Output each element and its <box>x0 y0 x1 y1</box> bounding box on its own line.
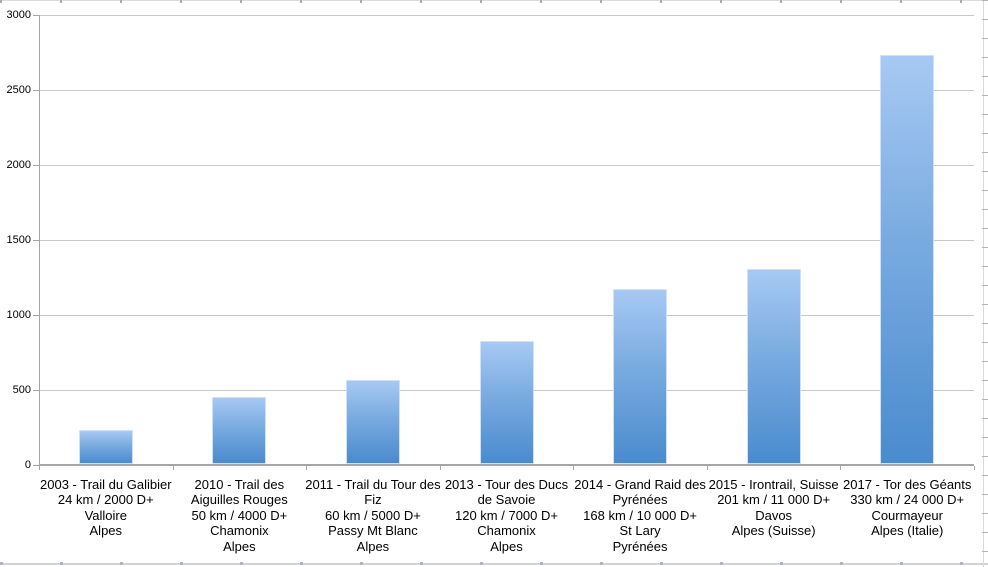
x-axis-label-line: Alpes (Italie) <box>871 523 944 539</box>
x-axis-label-line: Chamonix <box>210 523 269 539</box>
x-axis-label-line: Courmayeur <box>871 507 943 523</box>
y-axis-label: 3000 <box>6 9 31 21</box>
x-axis-label: 2011 - Trail du Tour des Fiz 60 km / 5000 … <box>288 477 458 554</box>
bar <box>479 341 534 464</box>
x-axis-label-line: 2017 - Tor des Géants <box>843 477 972 492</box>
x-axis-label: 2010 - Trail des Aiguilles Rouges 50 km / … <box>154 477 324 554</box>
x-axis-label-line: Alpes <box>490 538 523 554</box>
y-axis-label: 1000 <box>6 309 31 321</box>
bar <box>345 380 400 464</box>
x-axis-label-line: Alpes <box>89 523 123 539</box>
x-axis-tick <box>172 466 174 470</box>
y-axis-tick <box>33 165 39 166</box>
x-axis-label-line: 201 km / 11 000 D+ <box>717 492 831 508</box>
y-axis <box>39 15 40 465</box>
x-axis-label-line: Fiz <box>364 492 382 508</box>
x-axis-tick <box>840 466 842 470</box>
y-gridline <box>39 90 974 91</box>
x-axis-label-line: de Savoie <box>477 492 536 508</box>
bar <box>212 396 267 464</box>
x-axis-tick <box>974 466 975 470</box>
bar <box>78 429 133 464</box>
x-axis-label-line: Aiguilles Rouges <box>190 492 288 508</box>
x-axis-label-line: Pyrénées <box>612 492 668 508</box>
x-axis-label-line: 60 km / 5000 D+ <box>325 507 421 523</box>
y-gridline <box>39 165 974 166</box>
x-axis-label-line: Valloire <box>84 507 127 523</box>
y-gridline <box>39 15 974 16</box>
x-axis-label-line: Alpes <box>356 538 390 554</box>
bar <box>746 269 801 464</box>
y-gridline <box>39 315 974 316</box>
y-axis-label: 1500 <box>6 234 31 246</box>
bar <box>880 54 935 464</box>
x-axis-label: 2013 - Tour des Ducs de Savoie 120 km / 70… <box>422 477 592 554</box>
y-axis-tick <box>33 390 39 391</box>
x-axis-tick <box>39 466 40 470</box>
x-axis-label-line: 2014 - Grand Raid des <box>574 477 706 492</box>
x-axis-label-line: Chamonix <box>477 523 536 539</box>
x-axis-label-line: 2011 - Trail du Tour des <box>305 477 441 492</box>
x-axis-tick <box>306 466 308 470</box>
y-axis-tick <box>33 15 39 16</box>
y-gridline <box>39 240 974 241</box>
y-axis-tick <box>33 465 39 466</box>
y-axis-label: 2000 <box>6 159 31 171</box>
x-axis-label: 2014 - Grand Raid des Pyrénées 168 km / 10… <box>555 477 725 554</box>
bar <box>613 288 668 464</box>
x-axis-label-line: 2003 - Trail du Galibier <box>40 477 172 492</box>
x-axis-label: 2017 - Tor des Géants 330 km / 24 000 D+ C… <box>822 477 988 539</box>
x-axis-label-line: 2010 - Trail des <box>194 477 285 492</box>
x-axis-label-line: 2015 - Irontrail, Suisse <box>708 477 839 492</box>
x-axis-label-line: Alpes <box>223 538 256 554</box>
x-axis-label-line: 24 km / 2000 D+ <box>57 492 154 508</box>
x-axis-label-line: Alpes (Suisse) <box>731 523 816 539</box>
x-axis-tick <box>706 466 708 470</box>
x-axis <box>39 464 974 466</box>
spreadsheet-grid-top <box>0 0 988 3</box>
x-axis-label-line: Passy Mt Blanc <box>328 523 418 539</box>
x-axis-label: 2015 - Irontrail, Suisse 201 km / 11 000 … <box>689 477 859 539</box>
y-axis-label: 2500 <box>6 84 31 96</box>
x-axis-label: 2003 - Trail du Galibier 24 km / 2000 D+ V… <box>21 477 191 539</box>
y-axis-tick <box>33 315 39 316</box>
y-axis-tick <box>33 90 39 91</box>
x-axis-label-line: St Lary <box>619 523 661 539</box>
x-axis-tick <box>439 466 441 470</box>
y-axis-tick <box>33 240 39 241</box>
x-axis-tick <box>573 466 575 470</box>
x-axis-label-line: 330 km / 24 000 D+ <box>850 492 965 508</box>
x-axis-label-line: Davos <box>755 507 793 523</box>
y-axis-label: 500 <box>12 384 31 396</box>
spreadsheet-grid-right <box>982 0 988 567</box>
x-axis-label-line: 50 km / 4000 D+ <box>191 507 288 523</box>
y-axis-label: 0 <box>24 459 31 471</box>
x-axis-label-line: 168 km / 10 000 D+ <box>583 507 697 523</box>
x-axis-label-line: 120 km / 7000 D+ <box>455 507 558 523</box>
spreadsheet-grid-bottom <box>0 562 988 565</box>
x-axis-label-line: 2013 - Tour des Ducs <box>444 477 569 492</box>
x-axis-label-line: Pyrénées <box>612 538 668 554</box>
